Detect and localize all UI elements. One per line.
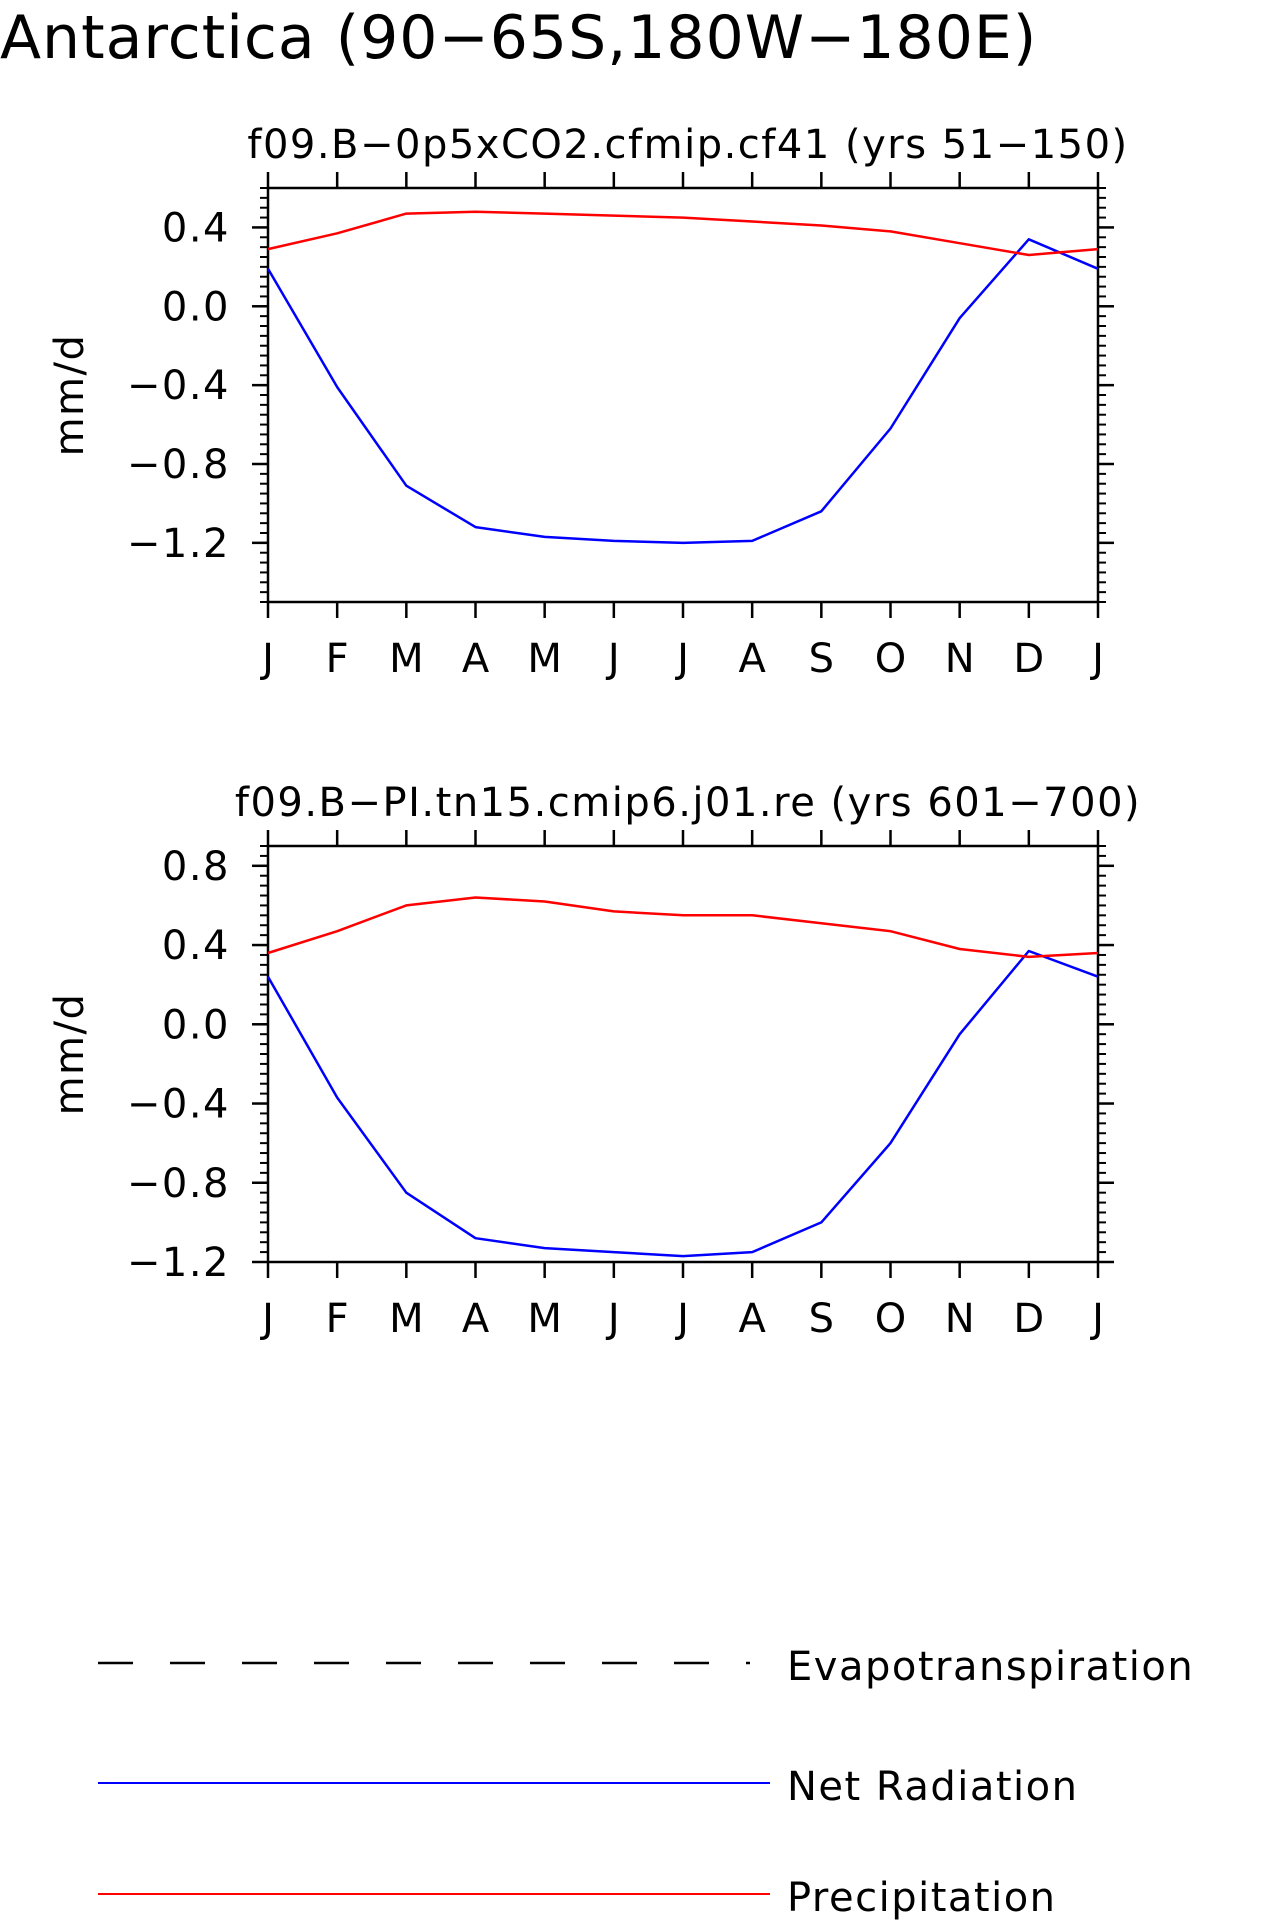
x-tick-label: J xyxy=(1089,636,1104,682)
x-tick-label: J xyxy=(674,1296,689,1342)
y-axis-label: mm/d xyxy=(47,334,93,457)
x-tick-label: M xyxy=(527,1296,562,1342)
x-tick-label: F xyxy=(326,636,349,682)
plot-frame xyxy=(266,186,1100,604)
series-line-precipitation xyxy=(267,210,1099,257)
x-tick-label: J xyxy=(259,1296,274,1342)
x-tick-label: J xyxy=(674,636,689,682)
x-tick-label: A xyxy=(738,636,766,682)
legend-label-net-radiation: Net Radiation xyxy=(787,1764,1079,1810)
legend-label-precipitation: Precipitation xyxy=(787,1875,1057,1921)
x-tick-label: D xyxy=(1013,1296,1044,1342)
chart-title: f09.B−0p5xCO2.cfmip.cf41 (yrs 51−150) xyxy=(247,122,1128,168)
series-line-net-radiation xyxy=(266,238,1099,545)
y-tick-label: −0.8 xyxy=(127,442,230,488)
x-tick-label: A xyxy=(738,1296,766,1342)
chart-bottom: f09.B−PI.tn15.cmip6.j01.re (yrs 601−700)… xyxy=(47,780,1141,1342)
x-tick-label: A xyxy=(462,1296,490,1342)
y-axis-label: mm/d xyxy=(47,993,93,1116)
y-tick-label: −0.8 xyxy=(127,1161,230,1207)
series-line-precipitation xyxy=(267,896,1099,959)
series-line-net-radiation xyxy=(266,949,1099,1258)
legend: Evapotranspiration Net Radiation Precipi… xyxy=(98,1644,1194,1921)
y-tick-label: −1.2 xyxy=(127,521,230,567)
y-tick-label: −1.2 xyxy=(127,1240,230,1286)
x-tick-label: J xyxy=(259,636,274,682)
y-tick-label: 0.4 xyxy=(162,923,230,969)
x-tick-label: N xyxy=(945,1296,975,1342)
x-tick-label: J xyxy=(605,636,620,682)
x-tick-label: D xyxy=(1013,636,1044,682)
x-tick-label: O xyxy=(875,636,906,682)
legend-label-evapotranspiration: Evapotranspiration xyxy=(787,1644,1194,1690)
y-tick-label: −0.4 xyxy=(127,1082,230,1128)
x-tick-label: M xyxy=(527,636,562,682)
y-tick-label: 0.0 xyxy=(162,284,230,330)
x-tick-label: S xyxy=(809,636,834,682)
x-tick-label: M xyxy=(389,1296,424,1342)
y-tick-label: 0.8 xyxy=(162,844,230,890)
x-tick-label: O xyxy=(875,1296,906,1342)
figure-title: Antarctica (90−65S,180W−180E) xyxy=(0,3,1037,73)
x-tick-label: M xyxy=(389,636,424,682)
chart-top: f09.B−0p5xCO2.cfmip.cf41 (yrs 51−150) mm/… xyxy=(47,122,1128,682)
x-tick-label: N xyxy=(945,636,975,682)
y-tick-label: 0.4 xyxy=(162,205,230,251)
chart-title: f09.B−PI.tn15.cmip6.j01.re (yrs 601−700) xyxy=(235,780,1141,826)
x-tick-label: J xyxy=(605,1296,620,1342)
x-tick-label: S xyxy=(809,1296,834,1342)
y-tick-label: −0.4 xyxy=(127,363,230,409)
y-tick-label: 0.0 xyxy=(162,1002,230,1048)
x-tick-label: A xyxy=(462,636,490,682)
x-tick-label: F xyxy=(326,1296,349,1342)
plot-frame xyxy=(266,844,1100,1264)
x-tick-label: J xyxy=(1089,1296,1104,1342)
